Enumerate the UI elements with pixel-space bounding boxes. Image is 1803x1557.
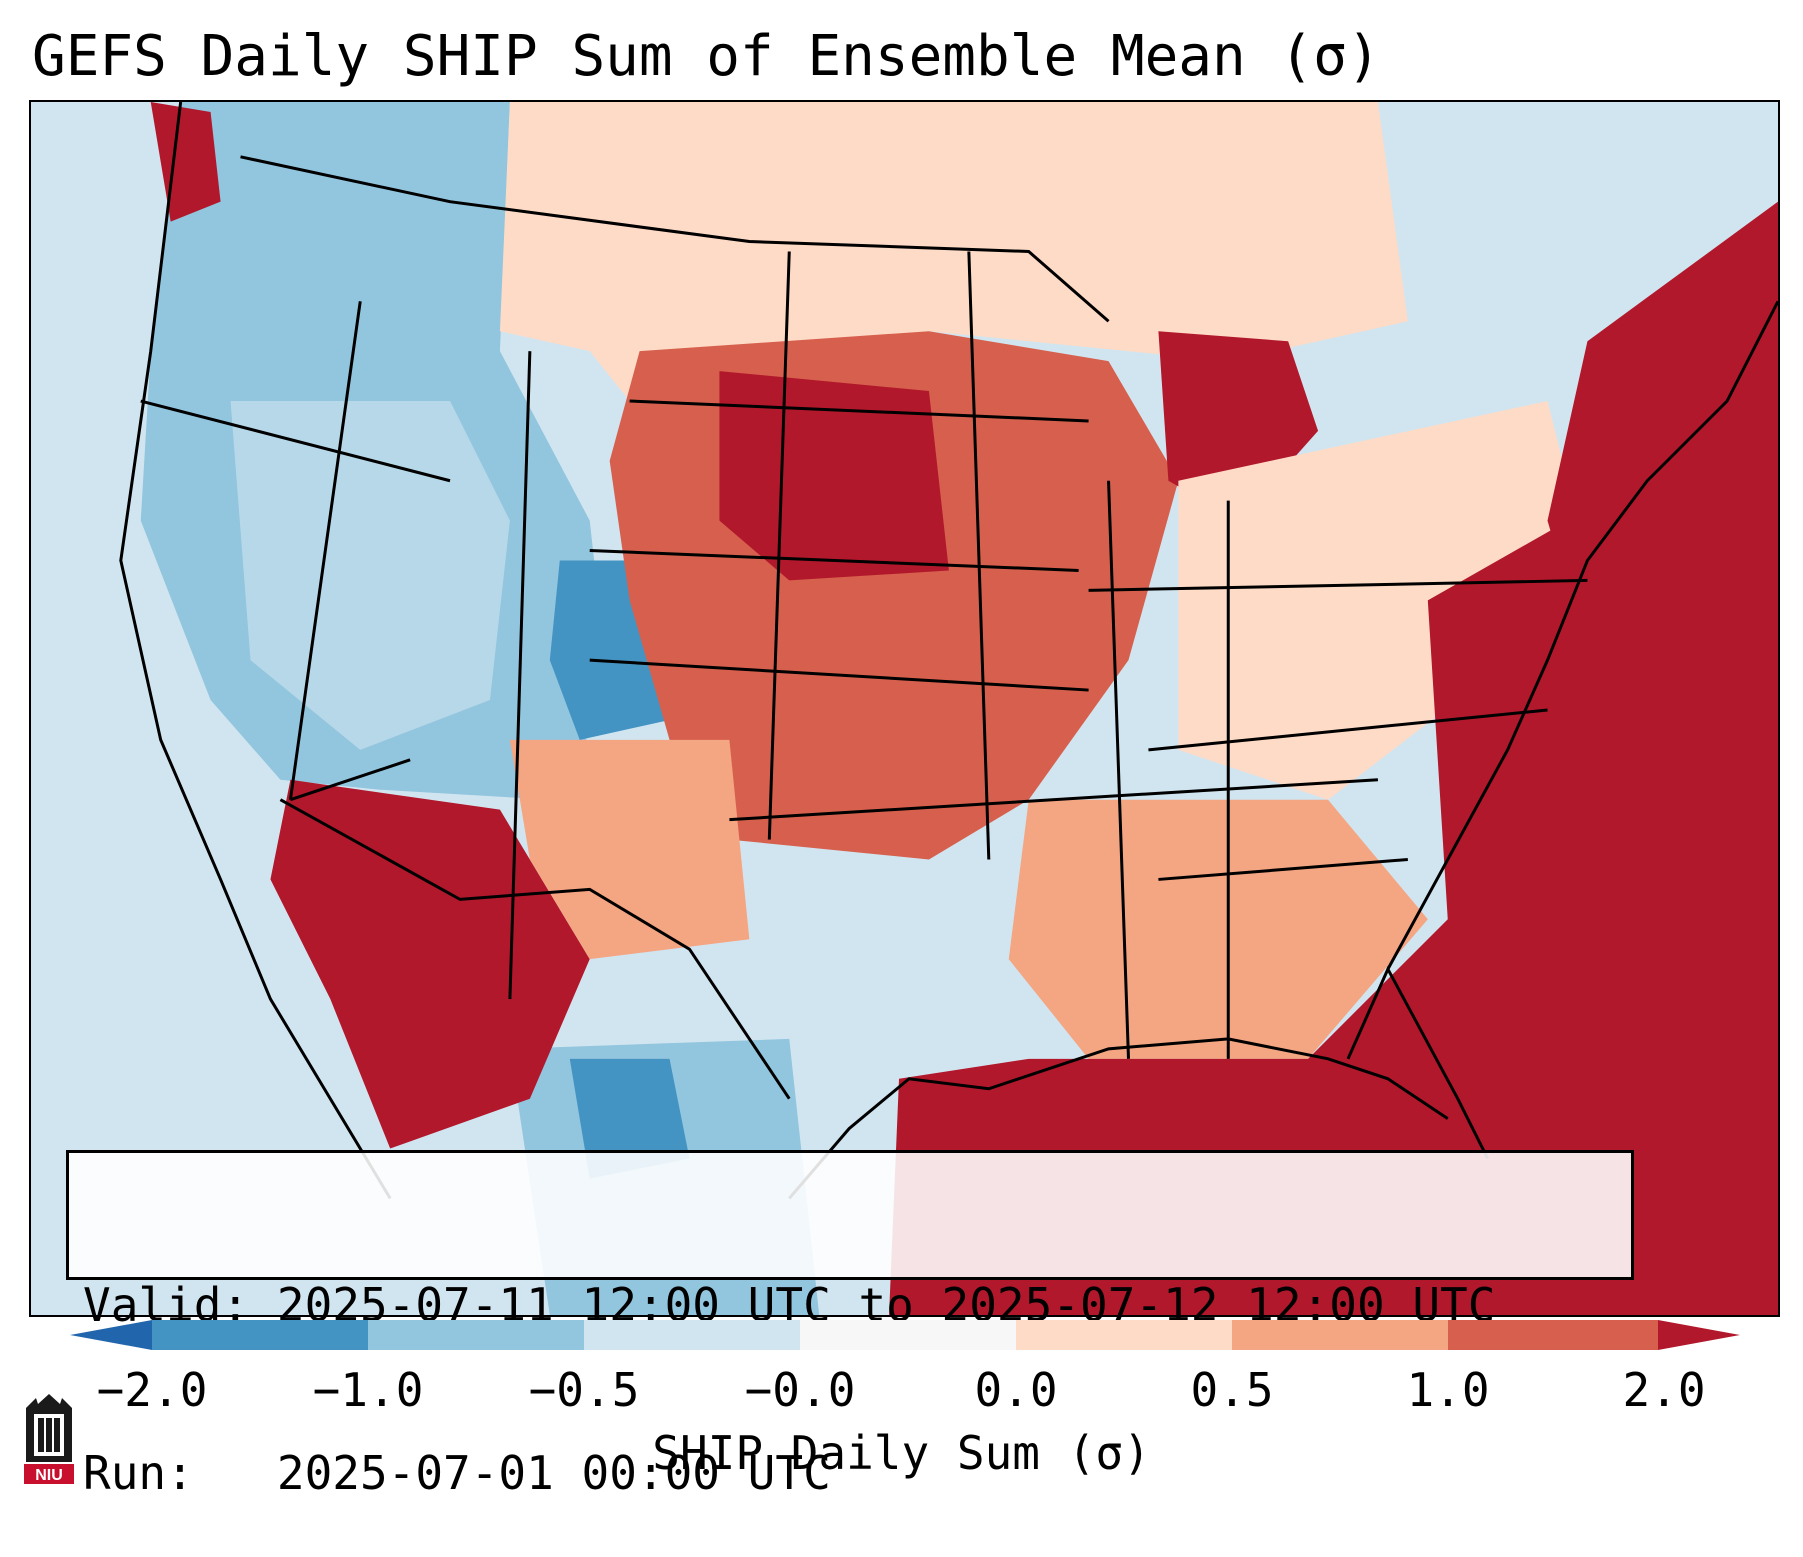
chart-title: GEFS Daily SHIP Sum of Ensemble Mean (σ): [32, 24, 1381, 89]
niu-logo-icon: NIU: [24, 1394, 74, 1484]
west-coast: [119, 102, 392, 1200]
state-line: [967, 251, 991, 860]
state-line: [1158, 858, 1408, 881]
state-line: [1148, 708, 1548, 752]
new-mexico-anomaly: [509, 739, 750, 960]
run-line: Run: 2025-07-01 00:00 UTC: [83, 1445, 1617, 1501]
state-line: [288, 301, 362, 800]
colorbar-tick-label: 2.0: [1622, 1363, 1706, 1417]
atlantic-coast: [1386, 300, 1778, 970]
state-line: [1107, 480, 1130, 1059]
colorbar-segment: [1016, 1320, 1232, 1350]
pacific-region: [31, 102, 231, 1315]
gulf-atlantic-anomaly: [889, 401, 1778, 1315]
colorbar-segment: [584, 1320, 800, 1350]
state-line: [767, 251, 791, 840]
colorbar-extend-low: [70, 1320, 152, 1350]
northern-plains-light: [499, 102, 1408, 402]
colorbar-segment: [1448, 1320, 1658, 1350]
state-line: [629, 399, 1089, 423]
state-line: [140, 399, 451, 483]
colorbar-segment: [152, 1320, 368, 1350]
gulf-coast: [788, 1037, 1449, 1200]
northeast-light: [1178, 401, 1588, 800]
canada-border: [240, 155, 1110, 323]
run-label: Run:: [83, 1446, 194, 1500]
map-panel: [29, 100, 1780, 1317]
colorbar-tick-label: 0.0: [974, 1363, 1058, 1417]
state-line: [1088, 578, 1588, 592]
colorbar-tick-label: −2.0: [96, 1363, 208, 1417]
run-value: 2025-07-01 00:00 UTC: [276, 1446, 831, 1500]
colorbar-segment: [1232, 1320, 1448, 1350]
mexico-border: [279, 798, 791, 1100]
state-line: [589, 658, 1089, 692]
colorbar-tick-label: −1.0: [312, 1363, 424, 1417]
colorbar-extend-high: [1658, 1320, 1740, 1350]
state-line: [729, 778, 1379, 822]
southeast-anomaly: [1008, 799, 1428, 1059]
florida-coast: [1346, 965, 1490, 1160]
colorbar-label: SHIP Daily Sum (σ): [652, 1426, 1151, 1480]
great-basin-region: [230, 401, 510, 750]
colorbar-segment: [800, 1320, 1016, 1350]
colorbar: [70, 1320, 1740, 1350]
southwest-anomaly: [270, 779, 590, 1149]
colorbar-tick-label: −0.5: [528, 1363, 640, 1417]
mexico-dark-blue: [569, 1058, 690, 1179]
colorbar-tick-label: 0.5: [1190, 1363, 1274, 1417]
colorbar-segment: [368, 1320, 584, 1350]
state-line: [589, 549, 1079, 572]
state-line: [508, 351, 532, 1000]
info-box: Valid: 2025-07-11 12:00 UTC to 2025-07-1…: [66, 1150, 1634, 1500]
niu-logo-text: NIU: [35, 1467, 63, 1484]
boundaries: [119, 102, 1778, 1200]
pacific-nw-anomaly: [150, 102, 221, 222]
state-line: [289, 758, 411, 802]
ship-map: [31, 102, 1778, 1315]
dakota-anomaly: [719, 371, 949, 581]
northeast-coast-anomaly: [1547, 201, 1778, 661]
colorbar-tick-label: −0.0: [744, 1363, 856, 1417]
colorbar-tick-label: 1.0: [1406, 1363, 1490, 1417]
